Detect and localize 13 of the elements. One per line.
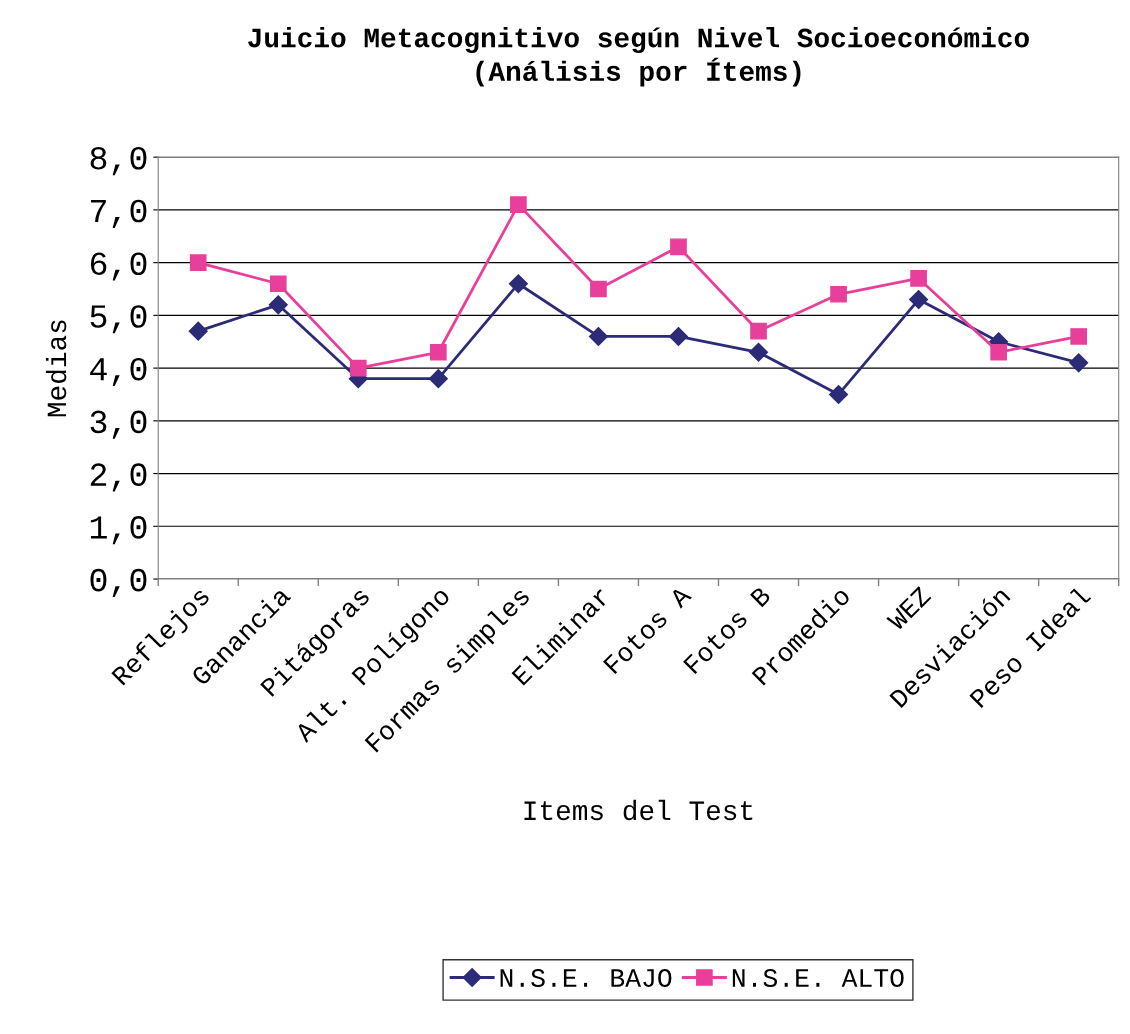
y-tick-label: 3,0 — [90, 410, 147, 439]
y-tick-label: 2,0 — [90, 463, 147, 492]
y-tick-label: 4,0 — [90, 357, 147, 387]
legend-label: N.S.E. ALTO — [732, 969, 904, 987]
y-tick-label: 8,0 — [90, 146, 147, 176]
y-tick-label: 7,0 — [91, 199, 147, 228]
y-tick-label: 5,0 — [90, 305, 147, 334]
chart-title: Juicio Metacognitivo según Nivel Socioeconómico (Análisis por Ítems) — [248, 27, 1029, 87]
y-tick-label: 6,0 — [90, 252, 147, 281]
x-axis-title: Items del Test — [524, 799, 753, 821]
y-axis-title: Medias — [45, 320, 67, 417]
legend-label: N.S.E. BAJO — [500, 969, 672, 987]
y-tick-label: 1,0 — [90, 516, 147, 545]
